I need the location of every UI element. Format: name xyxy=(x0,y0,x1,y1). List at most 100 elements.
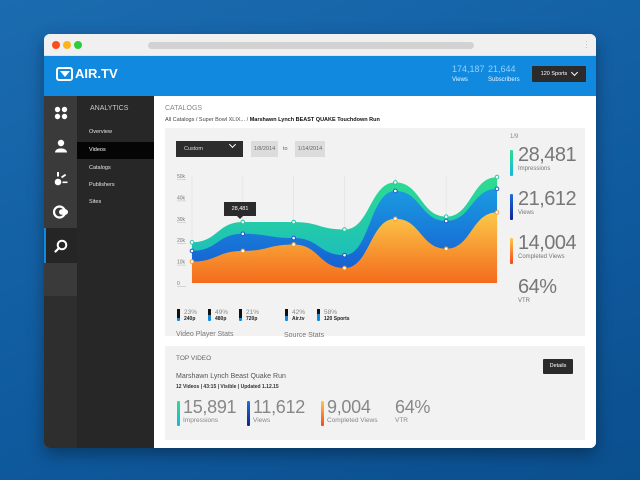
chart-legend-stats: 1/9 28,481 Impressions 21,612 Views 14,0… xyxy=(510,134,577,320)
logo-text: AIR.TV xyxy=(75,66,118,81)
tv-vtr-label: VTR xyxy=(395,417,408,424)
browser-menu-icon[interactable]: · · · xyxy=(585,36,588,52)
mini-stat-240p: 23% 240p xyxy=(177,309,197,323)
icon-rail xyxy=(44,96,77,448)
browser-chrome: · · · xyxy=(44,34,596,56)
stat-bar-icon xyxy=(208,309,211,321)
stat-percent: 58% xyxy=(324,309,338,316)
top-video-panel: TOP VIDEO Marshawn Lynch Beast Quake Run… xyxy=(165,346,585,440)
tv-impressions-value: 15,891 xyxy=(183,397,237,417)
tv-completed-value: 9,004 xyxy=(327,397,371,417)
date-from-input[interactable]: 1/8/2014 xyxy=(251,141,278,157)
mini-stat-air-tv: 42% Air.tv xyxy=(285,309,305,323)
views-color-bar xyxy=(247,401,250,426)
date-to-label: to xyxy=(283,146,288,152)
analytics-subnav: ANALYTICS Overview Videos Catalogs Publi… xyxy=(77,96,154,448)
vtr-label: VTR xyxy=(518,298,530,304)
rail-item-analytics[interactable] xyxy=(44,162,77,195)
breadcrumb-parent-links[interactable]: All Catalogs / Super Bowl XLIX... / xyxy=(165,117,250,123)
mini-stat-120-sports: 58% 120 Sports xyxy=(317,309,350,323)
main-content: CATALOGS All Catalogs / Super Bowl XLIX.… xyxy=(154,96,596,448)
completed-views-value: 14,004 xyxy=(518,232,577,254)
completed-views-color-bar xyxy=(510,238,513,264)
stat-vtr: 64% VTR xyxy=(510,276,576,320)
stat-bar-icon xyxy=(285,309,288,321)
minimize-window-button[interactable] xyxy=(63,41,71,49)
top-video-stat-vtr: 64% VTR xyxy=(389,397,431,425)
subnav-item-catalogs[interactable]: Catalogs xyxy=(89,165,111,171)
impressions-label: Impressions xyxy=(518,166,551,172)
stat-bar-icon xyxy=(317,309,320,321)
subnav-item-publishers[interactable]: Publishers xyxy=(89,182,115,188)
rail-item-users[interactable] xyxy=(44,129,77,162)
channel-select[interactable]: 120 Sports xyxy=(532,66,586,82)
top-video-title[interactable]: Marshawn Lynch Beast Quake Run xyxy=(176,373,286,380)
impressions-value: 28,481 xyxy=(518,144,577,166)
chart-panel: Custom 1/8/2014 to 1/14/2014 1/9 28,481 … xyxy=(165,128,585,336)
user-icon xyxy=(54,139,67,152)
player-stats-heading: Video Player Stats xyxy=(176,331,234,338)
stat-label: 480p xyxy=(215,316,227,322)
header-stat-views: 174,187 Views xyxy=(452,64,485,83)
rail-item-dashboard[interactable] xyxy=(44,96,77,129)
app-header: AIR.TV 174,187 Views 21,644 Subscribers … xyxy=(44,56,596,96)
stat-label: 240p xyxy=(184,316,196,322)
subnav-heading: ANALYTICS xyxy=(90,105,129,112)
completed-views-color-bar xyxy=(321,401,324,426)
browser-window: · · · AIR.TV 174,187 Views 21,644 Subscrib… xyxy=(44,34,596,448)
views-label: Views xyxy=(452,77,468,83)
maximize-window-button[interactable] xyxy=(74,41,82,49)
stat-percent: 49% xyxy=(215,309,229,316)
logo-tv-icon xyxy=(56,66,73,81)
pagination-indicator[interactable]: 1/9 xyxy=(510,134,519,140)
stat-label: 120 Sports xyxy=(324,316,350,322)
stat-impressions: 28,481 Impressions xyxy=(510,144,577,188)
subnav-item-sites[interactable]: Sites xyxy=(89,199,102,205)
channel-select-label: 120 Sports xyxy=(540,71,568,77)
rail-item-search[interactable] xyxy=(44,228,77,263)
impressions-color-bar xyxy=(177,401,180,426)
chart-tooltip: 28,481 xyxy=(224,202,256,219)
top-video-meta: 12 Videos | 43:15 | Visible | Updated 1.… xyxy=(176,384,279,390)
stat-bar-icon xyxy=(177,309,180,321)
vtr-value: 64% xyxy=(518,276,557,298)
stat-views: 21,612 Views xyxy=(510,188,577,232)
subnav-item-overview[interactable]: Overview xyxy=(89,129,112,135)
subnav-item-videos[interactable]: Videos xyxy=(77,142,154,159)
stat-percent: 42% xyxy=(292,309,306,316)
rail-lower-area xyxy=(44,296,77,448)
details-button[interactable]: Details xyxy=(543,359,573,374)
tv-impressions-label: Impressions xyxy=(183,417,219,424)
chevron-down-icon xyxy=(571,68,579,77)
tv-views-value: 11,612 xyxy=(253,397,305,417)
stat-label: 720p xyxy=(246,316,258,322)
views-value: 21,612 xyxy=(518,188,577,210)
stat-completed-views: 14,004 Completed Views xyxy=(510,232,577,276)
top-video-stat-completed: 9,004 Completed Views xyxy=(321,397,378,426)
top-video-stat-impressions: 15,891 Impressions xyxy=(177,397,237,426)
date-to-input[interactable]: 1/14/2014 xyxy=(295,141,325,157)
subscribers-value: 21,644 xyxy=(488,64,516,74)
completed-views-label: Completed Views xyxy=(518,254,565,260)
date-range-value: Custom xyxy=(184,146,203,152)
breadcrumb-current: Marshawn Lynch BEAST QUAKE Touchdown Run xyxy=(249,117,380,123)
date-range-select[interactable]: Custom xyxy=(176,140,243,157)
page-title: CATALOGS xyxy=(165,105,203,112)
impressions-color-bar xyxy=(510,150,513,176)
header-stat-subscribers: 21,644 Subscribers xyxy=(488,64,520,83)
search-icon xyxy=(53,239,67,253)
top-video-stat-views: 11,612 Views xyxy=(247,397,305,426)
breadcrumb: All Catalogs / Super Bowl XLIX... / Mars… xyxy=(165,117,380,123)
views-value: 174,187 xyxy=(452,64,485,74)
address-bar[interactable] xyxy=(148,42,474,49)
source-stats-heading: Source Stats xyxy=(284,332,325,339)
close-window-button[interactable] xyxy=(52,41,60,49)
stat-label: Air.tv xyxy=(292,316,305,322)
analytics-icon xyxy=(54,171,67,185)
logo[interactable]: AIR.TV xyxy=(56,66,118,81)
views-label: Views xyxy=(518,210,534,216)
rail-item-toggle[interactable] xyxy=(44,195,77,228)
tv-vtr-value: 64% xyxy=(395,397,431,417)
stat-bar-icon xyxy=(239,309,242,321)
tv-completed-label: Completed Views xyxy=(327,417,378,424)
